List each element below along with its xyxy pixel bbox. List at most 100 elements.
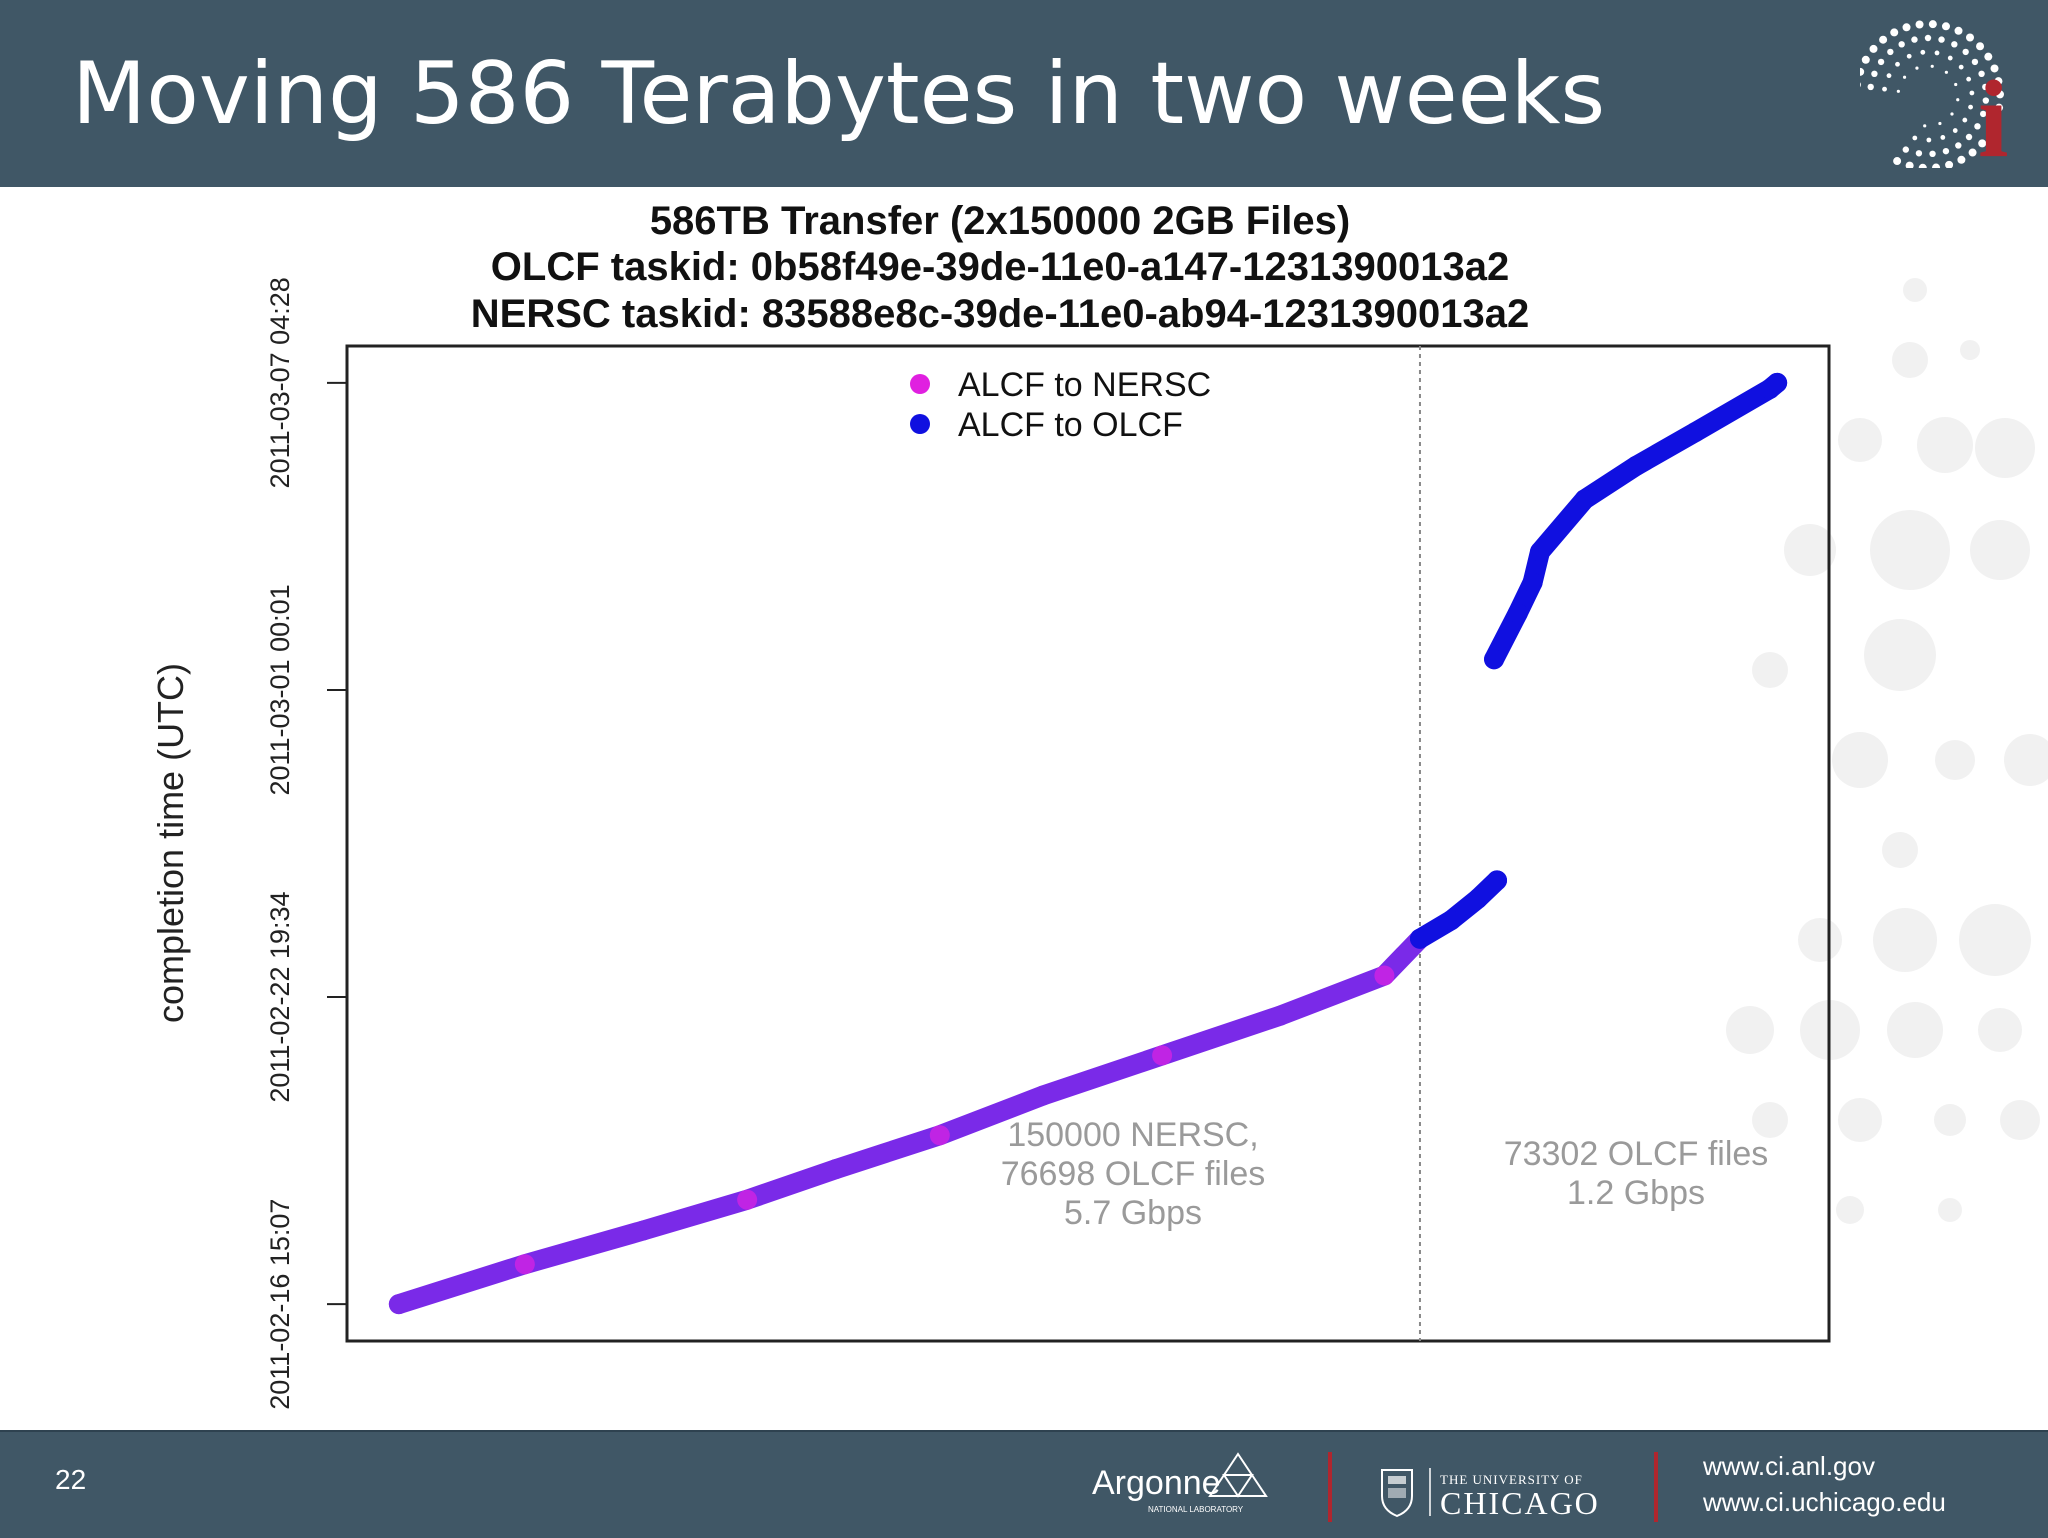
ci-dot	[1926, 137, 1932, 143]
ci-dot	[1920, 49, 1926, 55]
ci-dot	[1911, 36, 1918, 43]
series-point	[1033, 1085, 1054, 1106]
ci-dot	[1969, 90, 1975, 96]
footer-separator-2	[1654, 1452, 1658, 1522]
url-uchicago[interactable]: www.ci.uchicago.edu	[1703, 1487, 1946, 1517]
series-point	[929, 1125, 950, 1146]
decorative-dots-icon	[1726, 278, 2048, 1224]
series-point	[388, 1294, 409, 1315]
ci-dot	[1860, 82, 1861, 88]
series-point	[633, 1220, 654, 1241]
annotation-phase-2-line-1: 73302 OLCF files	[1504, 1135, 1769, 1173]
bg-dot	[1870, 510, 1950, 590]
ci-dot	[1962, 117, 1968, 123]
legend-label-olcf: ALCF to OLCF	[958, 406, 1183, 444]
bg-dot	[1960, 340, 1980, 360]
annotation-phase-2: 73302 OLCF files 1.2 Gbps	[1504, 1135, 1769, 1212]
ci-dot	[1954, 26, 1963, 35]
chart-title-line-2: OLCF taskid: 0b58f49e-39de-11e0-a147-123…	[491, 245, 1509, 289]
transfer-chart: 586TB Transfer (2x150000 2GB Files) OLCF…	[150, 199, 1831, 1410]
bg-dot	[1726, 1006, 1774, 1054]
annotation-phase-1-line-1: 150000 NERSC,	[1007, 1116, 1258, 1154]
ci-dot-ring-icon	[1860, 20, 2004, 168]
ci-dot	[1929, 150, 1936, 158]
argonne-logo-text: Argonne	[1092, 1464, 1221, 1502]
bg-dot	[1838, 1098, 1882, 1142]
ci-dot	[1982, 97, 1990, 104]
uchicago-crest-icon	[1381, 1469, 1413, 1518]
ci-dot	[1962, 48, 1969, 56]
argonne-triangle-icon	[1208, 1452, 1268, 1498]
ci-dot	[1886, 73, 1892, 79]
y-axis-label: completion time (UTC)	[150, 663, 191, 1023]
series-point	[1522, 572, 1543, 593]
url-anl[interactable]: www.ci.anl.gov	[1703, 1451, 1875, 1481]
ci-dot	[1940, 135, 1946, 140]
ci-dot	[1974, 123, 1981, 130]
uchicago-logo-main: CHICAGO	[1440, 1485, 1600, 1521]
ci-dot	[1934, 50, 1940, 56]
series-point	[737, 1189, 758, 1210]
ci-dot	[1871, 70, 1878, 78]
ci-dot	[1924, 34, 1932, 42]
ci-dot	[1860, 67, 1865, 76]
slide-title: Moving 586 Terabytes in two weeks	[72, 44, 1606, 144]
ci-dot	[1938, 36, 1945, 43]
page-number: 22	[55, 1464, 87, 1495]
ci-dot	[1952, 128, 1958, 133]
ci-dot	[1932, 163, 1941, 168]
ci-dot	[1995, 90, 2004, 99]
series-point	[514, 1254, 535, 1275]
ci-dot	[1928, 20, 1937, 29]
bg-dot	[1959, 904, 2031, 976]
bg-dot	[1903, 278, 1927, 302]
bg-dot	[1798, 918, 1842, 962]
series-point	[1487, 870, 1508, 891]
plot-frame	[345, 344, 1831, 1343]
ci-dot	[1994, 77, 2003, 86]
ci-dot	[1915, 66, 1919, 70]
series-point	[1574, 489, 1595, 510]
argonne-logo: Argonne NATIONAL LABORATORY	[1092, 1452, 1268, 1514]
slide-header: Moving 586 Terabytes in two weeks i Ci	[0, 0, 2048, 187]
ci-dot	[1945, 160, 1954, 168]
ci-dot	[1968, 104, 1973, 110]
y-axis: 2011-02-16 15:07 2011-02-22 19:34 2011-03-…	[265, 277, 347, 1410]
ci-dot	[1957, 155, 1966, 164]
argonne-logo-subtext: NATIONAL LABORATORY	[1148, 1505, 1244, 1514]
ci-dot	[1979, 110, 1987, 118]
y-tick-label: 2011-02-22 19:34	[265, 891, 295, 1102]
ci-dot	[1890, 28, 1899, 37]
ci-dot	[1971, 58, 1979, 66]
ci-dot	[1915, 150, 1923, 157]
series-point	[1767, 372, 1788, 393]
uchicago-logo-top: THE UNIVERSITY OF	[1440, 1472, 1583, 1487]
ci-dot	[1918, 163, 1927, 168]
annotation-phase-1: 150000 NERSC, 76698 OLCF files 5.7 Gbps	[1001, 1116, 1266, 1232]
ci-dot	[1938, 121, 1942, 126]
ci-dot	[1976, 42, 1985, 51]
ci-dot	[1982, 83, 1989, 91]
series-point	[1409, 928, 1430, 949]
ci-dot	[1984, 52, 1993, 61]
bg-dot	[1917, 417, 1973, 473]
ci-dot	[1895, 61, 1900, 67]
ci-dot	[1905, 161, 1914, 168]
ci-dot	[1990, 64, 1999, 73]
bg-dot	[1784, 524, 1836, 576]
ci-dot	[1869, 44, 1878, 53]
series-line-0	[388, 928, 1430, 1315]
bg-dot	[1838, 418, 1882, 462]
ci-dot	[1867, 83, 1874, 91]
chart-title-line-1: 586TB Transfer (2x150000 2GB Files)	[650, 199, 1350, 243]
slide-footer: 22 Argonne NATIONAL LABORATORY THE UNIVE…	[0, 1430, 2048, 1538]
ci-logo: i Ci	[1860, 20, 2009, 168]
series-point	[1152, 1045, 1173, 1066]
bg-dot	[1938, 1198, 1962, 1222]
bg-dot	[1752, 1102, 1788, 1138]
ci-dot	[1882, 86, 1887, 92]
ci-dot	[1951, 41, 1958, 48]
ci-dot	[1898, 41, 1905, 48]
bg-dot	[1832, 732, 1888, 788]
bg-dot	[2000, 1100, 2040, 1140]
